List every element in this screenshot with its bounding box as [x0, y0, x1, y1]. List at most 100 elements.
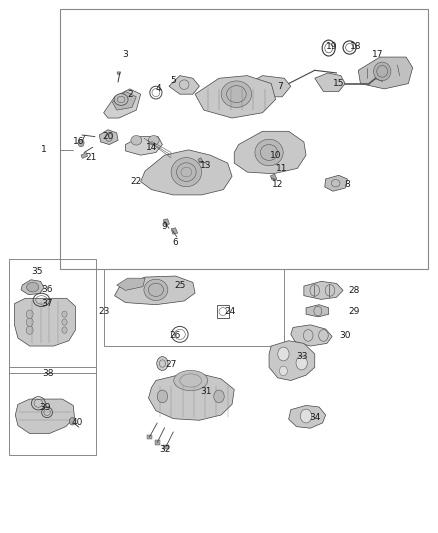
Bar — [104, 269, 284, 346]
Polygon shape — [325, 175, 347, 191]
Text: 38: 38 — [42, 369, 54, 378]
Circle shape — [279, 366, 287, 376]
Text: 36: 36 — [41, 285, 53, 294]
Circle shape — [278, 347, 289, 361]
Polygon shape — [315, 73, 345, 92]
Bar — [217, 305, 229, 318]
Polygon shape — [270, 174, 277, 180]
Circle shape — [157, 390, 168, 403]
Text: 2: 2 — [127, 90, 133, 99]
Circle shape — [26, 326, 33, 334]
Text: 21: 21 — [85, 154, 96, 163]
Polygon shape — [15, 399, 74, 433]
Polygon shape — [113, 92, 136, 110]
Ellipse shape — [174, 370, 208, 391]
Text: 32: 32 — [159, 445, 170, 454]
Circle shape — [157, 357, 168, 370]
Ellipse shape — [255, 139, 283, 166]
Polygon shape — [81, 152, 88, 158]
Polygon shape — [163, 445, 169, 449]
Bar — [9, 259, 96, 373]
Text: 18: 18 — [350, 42, 362, 51]
Polygon shape — [169, 76, 199, 94]
Text: 4: 4 — [155, 84, 161, 93]
Polygon shape — [269, 341, 315, 381]
Text: 17: 17 — [372, 50, 384, 59]
Ellipse shape — [131, 135, 142, 145]
Circle shape — [214, 390, 224, 403]
Text: 22: 22 — [131, 177, 142, 186]
Polygon shape — [141, 150, 232, 195]
Ellipse shape — [114, 94, 128, 106]
Text: 40: 40 — [72, 418, 83, 427]
Ellipse shape — [374, 62, 391, 80]
Polygon shape — [234, 131, 306, 174]
Text: 39: 39 — [39, 402, 51, 411]
Polygon shape — [163, 219, 170, 225]
Polygon shape — [148, 374, 234, 420]
Ellipse shape — [221, 81, 252, 108]
Text: 5: 5 — [170, 76, 176, 85]
Polygon shape — [195, 76, 276, 118]
Text: 27: 27 — [166, 360, 177, 369]
Circle shape — [26, 310, 33, 318]
Polygon shape — [104, 89, 141, 118]
Polygon shape — [243, 76, 291, 97]
Circle shape — [106, 133, 113, 141]
Ellipse shape — [171, 158, 201, 187]
Circle shape — [62, 319, 67, 325]
Polygon shape — [171, 228, 178, 234]
Ellipse shape — [148, 135, 159, 145]
Polygon shape — [147, 435, 152, 439]
Text: 31: 31 — [200, 386, 212, 395]
Polygon shape — [198, 158, 203, 163]
Circle shape — [26, 318, 33, 326]
Polygon shape — [291, 325, 332, 346]
Circle shape — [62, 311, 67, 317]
Text: 6: 6 — [173, 238, 178, 247]
Text: 23: 23 — [98, 307, 110, 316]
Bar — [9, 367, 96, 455]
Polygon shape — [21, 280, 44, 295]
Text: 25: 25 — [174, 280, 186, 289]
Text: 11: 11 — [276, 164, 288, 173]
Polygon shape — [358, 57, 413, 89]
Text: 37: 37 — [41, 299, 53, 308]
Text: 24: 24 — [224, 307, 236, 316]
Circle shape — [69, 418, 75, 425]
Ellipse shape — [144, 279, 168, 301]
Polygon shape — [304, 281, 343, 300]
Circle shape — [78, 139, 84, 147]
Polygon shape — [115, 276, 195, 305]
Text: 19: 19 — [325, 42, 337, 51]
Text: 28: 28 — [348, 286, 360, 295]
Text: 26: 26 — [170, 331, 181, 340]
Text: 12: 12 — [272, 180, 283, 189]
Text: 34: 34 — [309, 413, 321, 422]
Polygon shape — [306, 305, 328, 317]
Text: 30: 30 — [339, 331, 351, 340]
Circle shape — [62, 327, 67, 333]
Text: 29: 29 — [348, 307, 360, 316]
Text: 15: 15 — [333, 79, 344, 88]
Circle shape — [300, 409, 312, 423]
Text: 9: 9 — [162, 222, 167, 231]
Polygon shape — [99, 130, 118, 144]
Text: 33: 33 — [296, 352, 307, 361]
Polygon shape — [117, 278, 145, 290]
Text: 8: 8 — [345, 180, 350, 189]
Bar — [60, 10, 428, 269]
Polygon shape — [125, 136, 162, 155]
Polygon shape — [14, 298, 75, 346]
Text: 1: 1 — [41, 146, 46, 155]
Text: 35: 35 — [32, 268, 43, 276]
Ellipse shape — [27, 282, 39, 292]
Text: 3: 3 — [123, 50, 128, 59]
Polygon shape — [269, 150, 275, 155]
Polygon shape — [155, 440, 160, 445]
Text: 16: 16 — [73, 138, 85, 147]
Circle shape — [296, 356, 307, 370]
Polygon shape — [117, 72, 120, 75]
Text: 20: 20 — [102, 132, 114, 141]
Text: 13: 13 — [200, 161, 212, 170]
